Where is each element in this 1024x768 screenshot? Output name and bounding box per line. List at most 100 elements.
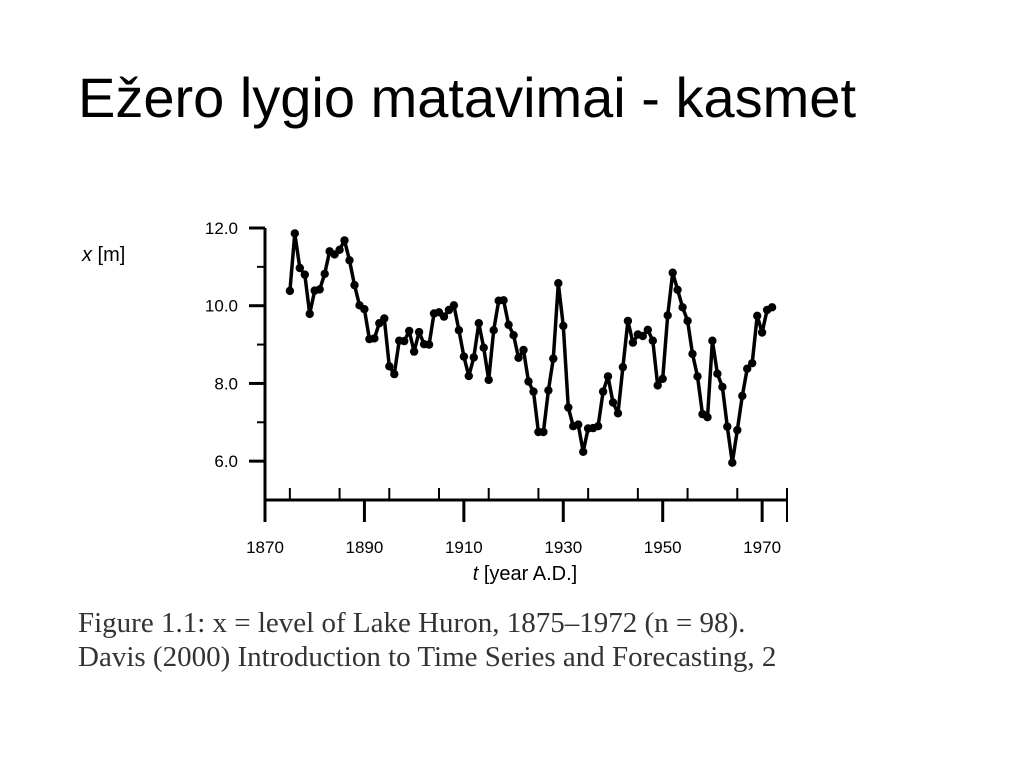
data-point	[574, 420, 583, 429]
series-group	[285, 229, 777, 467]
data-point	[708, 336, 717, 345]
data-point	[504, 320, 513, 329]
data-point	[464, 371, 473, 381]
slide-title: Ežero lygio matavimai - kasmet	[78, 66, 857, 129]
data-point	[638, 331, 647, 341]
data-point	[509, 331, 518, 340]
data-point	[767, 303, 777, 312]
data-point	[728, 458, 737, 467]
data-point	[653, 381, 662, 390]
figure-caption-line-2: Davis (2000) Introduction to Time Series…	[78, 641, 777, 673]
data-point	[718, 382, 727, 392]
series-line	[288, 231, 773, 465]
data-point	[524, 377, 533, 386]
data-point	[305, 309, 314, 319]
data-point	[300, 270, 309, 279]
data-point	[529, 387, 538, 396]
data-point	[544, 386, 553, 395]
data-point	[748, 359, 757, 368]
x-axis-unit: [year A.D.]	[478, 563, 577, 585]
data-point	[688, 349, 697, 359]
y-axis-variable: x	[81, 244, 93, 266]
data-point	[449, 301, 459, 310]
data-point	[400, 336, 409, 346]
data-point	[474, 319, 483, 328]
data-point	[579, 447, 588, 456]
data-point	[469, 353, 478, 362]
figure-caption-line-1: Figure 1.1: x = level of Lake Huron, 187…	[78, 607, 746, 639]
data-point	[390, 369, 399, 379]
data-point	[564, 403, 573, 412]
x-tick-label: 1870	[246, 538, 284, 557]
data-point	[414, 327, 424, 337]
data-point	[295, 263, 304, 273]
data-point	[608, 398, 618, 407]
data-point	[370, 334, 379, 343]
data-point	[753, 311, 762, 320]
data-point	[648, 336, 657, 345]
data-point	[380, 314, 389, 323]
data-point	[315, 285, 324, 294]
data-point	[678, 303, 687, 312]
data-point	[290, 229, 299, 238]
y-axis-label: x [m]	[81, 244, 125, 266]
y-tick-label: 10.0	[205, 297, 238, 316]
data-point	[405, 326, 414, 336]
x-tick-label: 1950	[644, 538, 682, 557]
x-tick-label: 1930	[544, 538, 582, 557]
data-point	[673, 285, 682, 294]
data-point	[598, 387, 608, 396]
chart-axes	[263, 228, 787, 502]
y-tick-label: 12.0	[205, 219, 238, 238]
data-point	[668, 268, 677, 277]
data-point	[733, 425, 742, 435]
data-point	[539, 427, 548, 437]
x-tick-label: 1970	[743, 538, 781, 557]
data-point	[454, 326, 464, 335]
data-point	[738, 391, 747, 401]
y-tick-label: 8.0	[214, 374, 238, 393]
data-point	[603, 372, 613, 381]
data-point	[713, 369, 722, 378]
data-point	[285, 286, 295, 296]
data-point	[623, 316, 633, 326]
data-point	[743, 364, 752, 373]
data-point	[479, 343, 488, 352]
chart-ticks	[249, 226, 788, 522]
data-point	[484, 375, 493, 385]
data-point	[554, 279, 563, 288]
data-point	[385, 362, 394, 371]
data-point	[439, 312, 449, 321]
data-point	[663, 311, 672, 320]
data-point	[643, 325, 652, 334]
x-axis-label: t [year A.D.]	[473, 563, 578, 585]
data-point	[703, 413, 712, 422]
data-point	[757, 328, 767, 337]
data-point	[350, 280, 359, 290]
data-point	[693, 372, 702, 381]
data-point	[628, 338, 638, 347]
data-point	[459, 352, 469, 361]
data-point	[489, 326, 498, 335]
data-point	[514, 353, 523, 362]
y-axis-unit: [m]	[92, 244, 125, 266]
x-tick-label: 1910	[445, 538, 483, 557]
data-point	[549, 354, 558, 363]
data-point	[340, 236, 349, 245]
x-tick-label: 1890	[346, 538, 384, 557]
data-point	[658, 374, 667, 383]
chart-tick-labels: 6.0 8.0 10.0 12.0 1870 1890 1910 1930 1950 1970	[205, 219, 781, 557]
data-point	[335, 245, 344, 254]
data-point	[424, 340, 434, 349]
data-point	[593, 422, 603, 431]
data-point	[360, 305, 369, 314]
data-point	[409, 347, 419, 356]
data-point	[320, 269, 329, 279]
y-tick-label: 6.0	[214, 452, 238, 471]
x-axis-variable: t	[473, 563, 480, 585]
data-point	[559, 321, 568, 331]
data-point	[723, 422, 732, 431]
data-point	[519, 345, 528, 355]
data-point	[499, 296, 508, 305]
